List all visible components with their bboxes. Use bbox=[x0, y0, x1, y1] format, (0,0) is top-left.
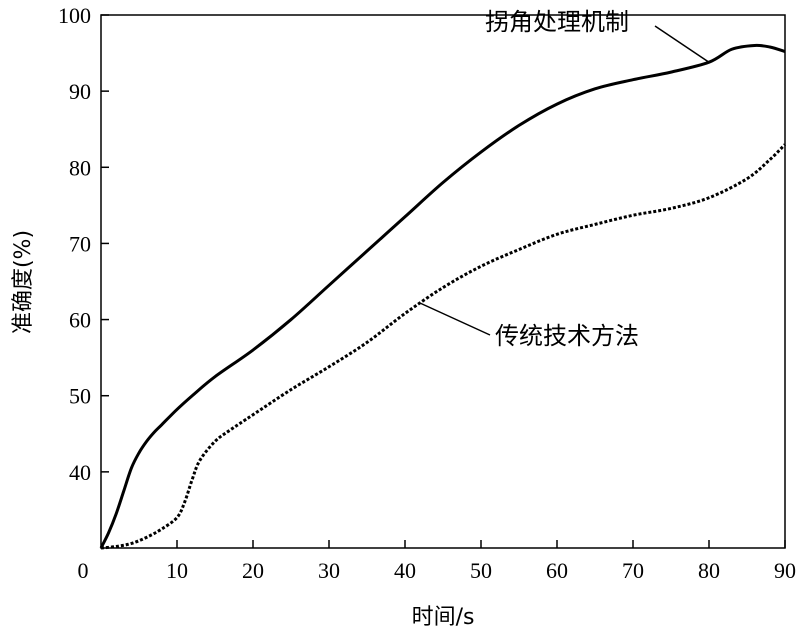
y-tick-label: 100 bbox=[58, 3, 91, 28]
y-tick-label: 50 bbox=[69, 384, 91, 409]
series-line-1 bbox=[99, 43, 786, 549]
annotation-leader-1 bbox=[654, 25, 710, 63]
annotation-leader-2 bbox=[419, 302, 491, 336]
x-tick-label: 10 bbox=[166, 558, 188, 583]
y-tick-label: 70 bbox=[69, 231, 91, 256]
y-tick-label: 40 bbox=[69, 460, 91, 485]
chart-axes bbox=[100, 14, 786, 549]
annotation-label-1: 拐角处理机制 bbox=[485, 8, 629, 36]
y-tick-label: 90 bbox=[69, 79, 91, 104]
x-axis-title: 时间/s bbox=[412, 605, 475, 630]
x-tick-label: 60 bbox=[546, 558, 568, 583]
x-tick-label: 20 bbox=[242, 558, 264, 583]
x-tick-label: 80 bbox=[698, 558, 720, 583]
x-tick-label: 90 bbox=[774, 558, 796, 583]
chart-series bbox=[99, 43, 787, 550]
y-tick-label: 80 bbox=[69, 155, 91, 180]
y-axis-title: 准确度(%) bbox=[11, 230, 36, 334]
annotation-label-2: 传统技术方法 bbox=[495, 322, 639, 350]
origin-label: 0 bbox=[78, 558, 89, 583]
plot-frame bbox=[100, 14, 786, 549]
y-tick-label: 60 bbox=[69, 308, 91, 333]
x-tick-label: 30 bbox=[318, 558, 340, 583]
x-tick-label: 70 bbox=[622, 558, 644, 583]
x-tick-label: 40 bbox=[394, 558, 416, 583]
x-tick-label: 50 bbox=[470, 558, 492, 583]
series-line-2 bbox=[100, 143, 787, 550]
chart-ticks: 10 20 30 40 50 60 70 80 90 0 40 50 60 70 80 90 100 bbox=[58, 3, 796, 583]
